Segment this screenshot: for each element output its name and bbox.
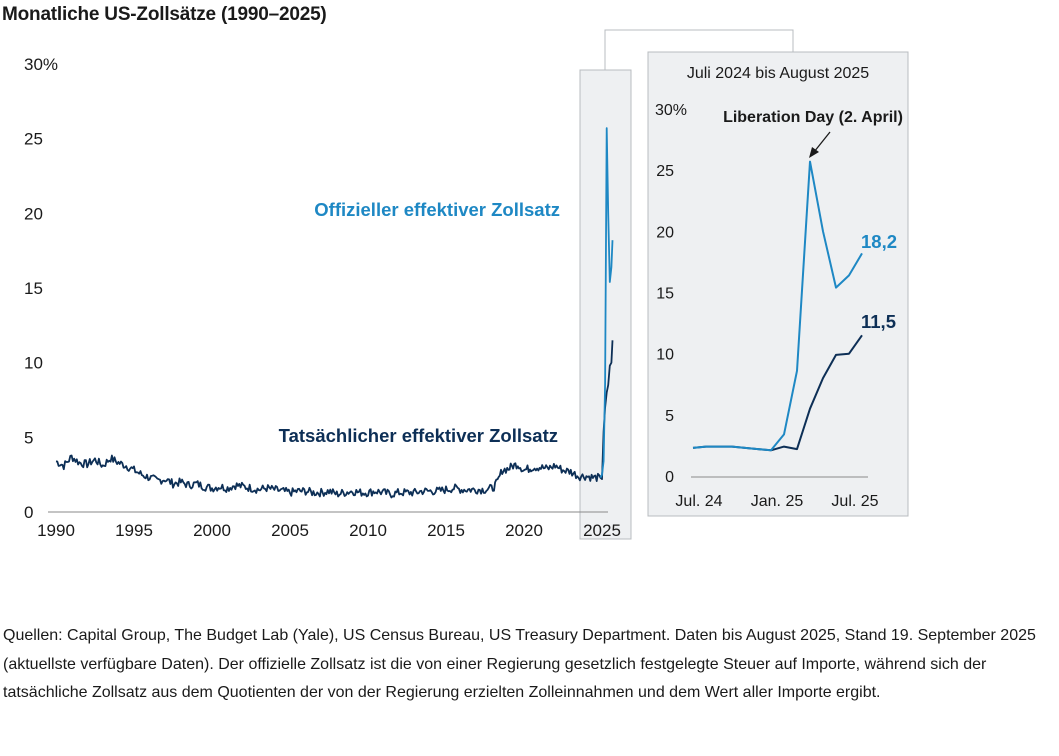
main-y-tick-label: 25 [24, 130, 43, 149]
inset-x-axis: Jul. 24 Jan. 25 Jul. 25 [675, 493, 878, 510]
main-y-tick-label: 10 [24, 354, 43, 373]
inset-x-tick-label: Jul. 25 [831, 493, 878, 510]
main-y-tick-label: 5 [24, 428, 33, 447]
inset-x-tick-label: Jul. 24 [675, 493, 722, 510]
main-y-axis: 0 5 10 15 20 25 30% [24, 55, 58, 522]
main-y-tick-label: 0 [24, 503, 33, 522]
inset-title: Juli 2024 bis August 2025 [687, 65, 869, 82]
main-x-tick-label: 2025 [583, 521, 621, 540]
inset-x-tick-label: Jan. 25 [751, 493, 804, 510]
main-x-tick-label: 2010 [349, 521, 387, 540]
official-end-label: 18,2 [861, 231, 897, 252]
main-y-tick-label: 15 [24, 279, 43, 298]
main-x-tick-label: 1995 [115, 521, 153, 540]
main-y-tick-label: 30% [24, 55, 58, 74]
main-x-tick-label: 2005 [271, 521, 309, 540]
main-series [55, 127, 614, 499]
inset-official-line [692, 160, 863, 452]
actual-end-label: 11,5 [861, 311, 896, 332]
main-official-line [599, 127, 614, 479]
chart-title: Monatliche US-Zollsätze (1990–2025) [2, 4, 327, 25]
official-series-label: Offizieller effektiver Zollsatz [314, 199, 560, 220]
inset-y-tick-label: 15 [656, 286, 674, 303]
inset-y-tick-label: 5 [665, 408, 674, 425]
main-x-tick-label: 2020 [505, 521, 543, 540]
main-x-tick-label: 1990 [37, 521, 75, 540]
inset-y-tick-label: 0 [665, 469, 674, 486]
inset-y-tick-label: 25 [656, 163, 674, 180]
main-x-tick-label: 2000 [193, 521, 231, 540]
main-x-axis: 1990 1995 2000 2005 2010 2015 2020 2025 [37, 521, 621, 540]
main-x-tick-label: 2015 [427, 521, 465, 540]
inset-y-tick-label: 20 [656, 224, 674, 241]
inset-connector [604, 29, 794, 70]
inset-y-tick-label: 30% [655, 102, 687, 119]
inset-panel [647, 51, 909, 517]
annotation-arrow-head [809, 147, 819, 158]
annotation-arrow-line [813, 131, 831, 153]
source-footnote: Quellen: Capital Group, The Budget Lab (… [3, 627, 1036, 701]
main-y-tick-label: 20 [24, 204, 43, 223]
main-actual-line [55, 340, 614, 499]
actual-series-label: Tatsächlicher effektiver Zollsatz [279, 425, 558, 446]
inset-series [692, 160, 863, 452]
inset-y-tick-label: 10 [656, 347, 674, 364]
inset-y-axis: 0 5 10 15 20 25 30% [655, 102, 687, 486]
annotation-text: Liberation Day (2. April) [723, 109, 903, 126]
